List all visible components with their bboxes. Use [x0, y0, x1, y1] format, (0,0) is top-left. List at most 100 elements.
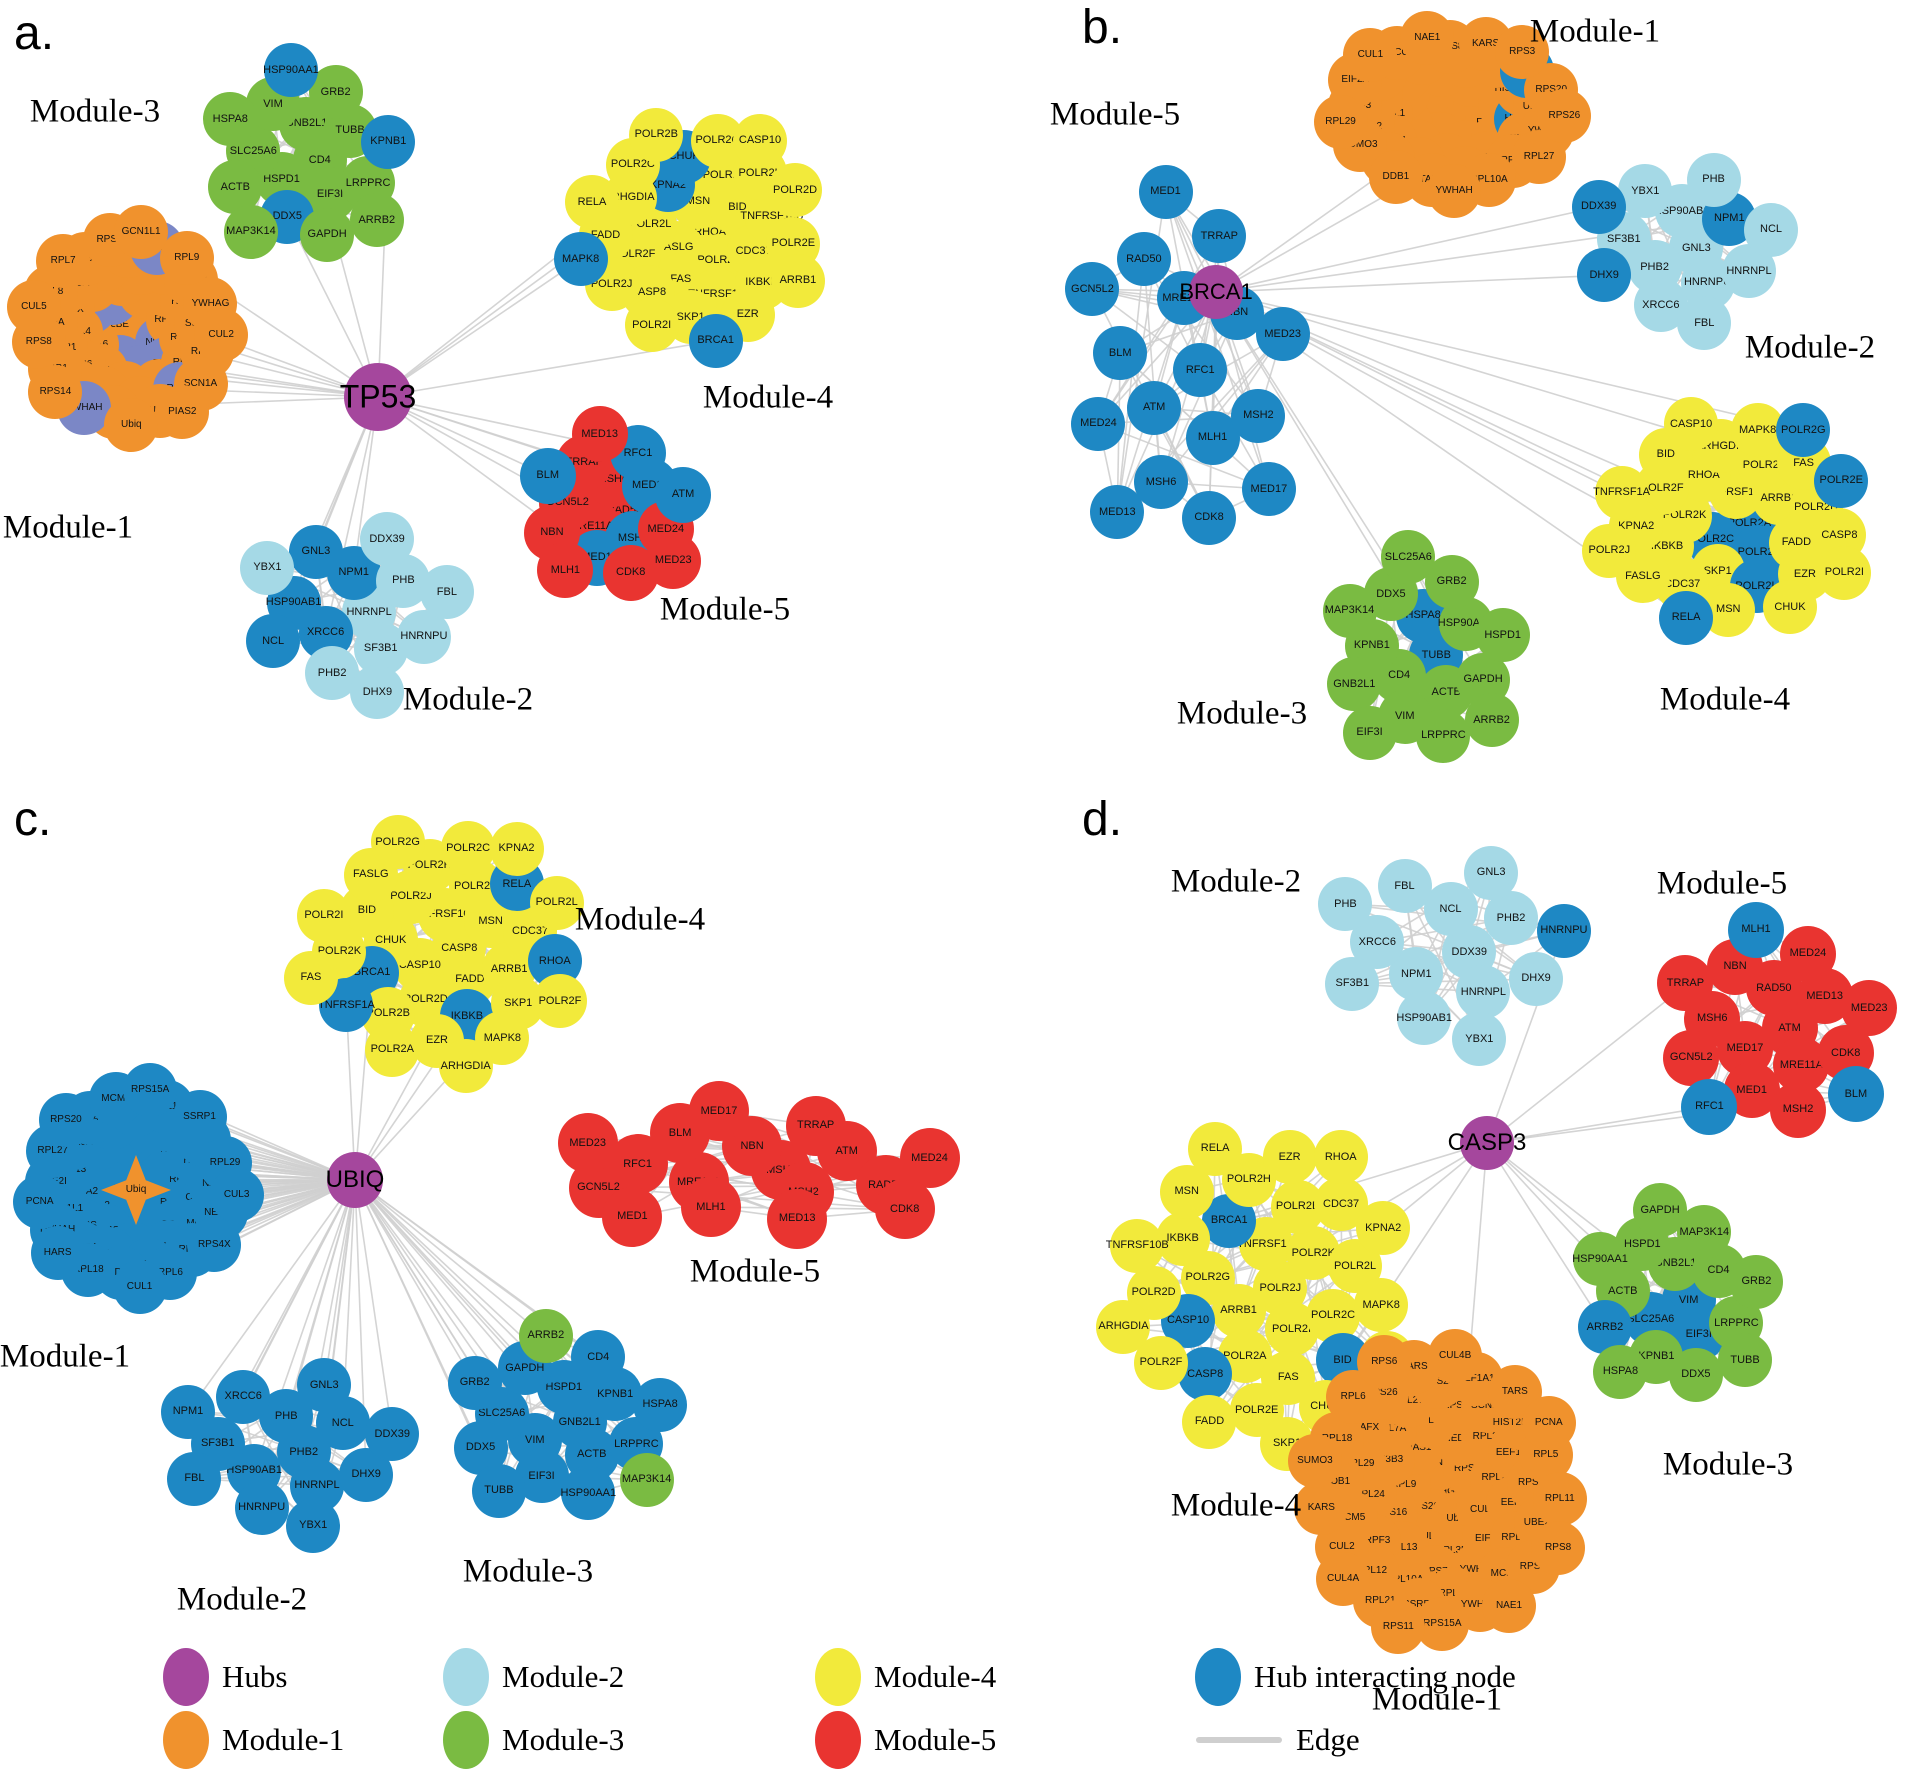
- hub-node-brca1: [1189, 265, 1243, 319]
- node-label: BLM: [536, 469, 559, 482]
- node-label: MED23: [569, 1136, 607, 1149]
- module-label-module-1: Module-1: [1371, 1681, 1503, 1718]
- node-label: DDX5: [465, 1441, 496, 1454]
- hub-interacting-legend-label: Hub interacting node: [1254, 1659, 1516, 1694]
- network-node: MLH1: [680, 1177, 741, 1238]
- network-node: MLH1: [1728, 901, 1784, 958]
- node-label: KPNB1: [597, 1387, 634, 1400]
- node-label: MSN: [1716, 603, 1741, 616]
- node-label: RPL29: [209, 1157, 241, 1169]
- node-label: LRPPRC: [345, 176, 391, 189]
- node-label: HNRNPL: [294, 1479, 340, 1492]
- network-node: MED1: [602, 1186, 663, 1247]
- module-label-module-4: Module-4: [1659, 681, 1791, 718]
- node-label: HSP90AB1: [1396, 1011, 1453, 1024]
- module-label-module-3: Module-3: [1176, 695, 1308, 732]
- node-label: FASLG: [1625, 569, 1661, 582]
- node-label: TUBB: [1421, 648, 1451, 661]
- node-label: GCN1L1: [121, 226, 161, 238]
- network-node: KPNA2: [489, 821, 544, 876]
- network-node: DHX9: [1509, 951, 1564, 1006]
- node-label: HSP90AB1: [226, 1464, 283, 1477]
- network-node: HSP90AA1: [263, 43, 319, 98]
- network-node: MED23: [1841, 980, 1898, 1037]
- network-node: NCL: [246, 614, 301, 669]
- node-label: CASP10: [1166, 1314, 1210, 1327]
- network-node: GRB2: [447, 1355, 502, 1410]
- node-label: POLR2F: [538, 994, 582, 1007]
- module3-legend-label: Module-3: [502, 1722, 625, 1757]
- module-label-module-4: Module-4: [574, 901, 706, 938]
- node-label: DHX9: [362, 685, 393, 698]
- node-label: CASP10: [738, 134, 782, 147]
- node-label: RHOA: [538, 954, 571, 967]
- node-label: PHB2: [317, 666, 347, 679]
- network-node: YBX1: [240, 540, 295, 595]
- node-label: XRCC6: [306, 626, 345, 639]
- network-node: RELA: [564, 175, 619, 230]
- node-label: POLR2D: [773, 183, 818, 196]
- node-label: MED13: [581, 427, 619, 440]
- node-label: EZR: [736, 308, 759, 321]
- node-label: RPL27: [1523, 150, 1555, 162]
- network-node: FADD: [1182, 1394, 1237, 1449]
- node-label: YBX1: [1631, 184, 1660, 197]
- network-node: ATM: [1127, 380, 1182, 435]
- node-label: FAS: [1793, 456, 1814, 469]
- network-node: MAP3K14: [1322, 583, 1377, 638]
- node-label: MRE11A: [1779, 1058, 1824, 1071]
- network-node: YWHAH: [1427, 164, 1482, 219]
- network-node: MAP3K14: [619, 1452, 674, 1507]
- node-label: GNL3: [309, 1378, 339, 1391]
- network-node: BLM: [519, 447, 576, 504]
- network-node: EZR: [1262, 1130, 1317, 1185]
- network-node: RPL29: [1313, 94, 1368, 149]
- node-label: RPS6: [1371, 1355, 1398, 1367]
- network-node: HNRNPU: [234, 1480, 289, 1535]
- node-label: KPNA2: [1365, 1221, 1402, 1234]
- node-label: PCNA: [1534, 1416, 1563, 1428]
- network-node: GNL3: [1464, 845, 1519, 900]
- node-label: MED17: [1726, 1042, 1764, 1055]
- node-label: RFC1: [1185, 363, 1215, 376]
- node-label: EZR: [1793, 567, 1816, 580]
- node-label: NCL: [331, 1416, 354, 1429]
- node-label: GNB2L1: [558, 1415, 601, 1428]
- node-label: RPL9: [174, 252, 200, 264]
- node-label: DHX9: [351, 1468, 381, 1481]
- node-label: DDB1: [1382, 171, 1410, 183]
- node-label: POLR2B: [1275, 1200, 1320, 1213]
- network-node: DDX39: [1571, 179, 1626, 234]
- node-label: MSH2: [1782, 1103, 1814, 1116]
- network-node: MAPK8: [1354, 1278, 1409, 1333]
- node-label: POLR2G: [375, 835, 420, 848]
- node-label: HNRNPL: [1726, 264, 1772, 277]
- node-label: RPL29: [1325, 115, 1356, 127]
- node-label: GAPDH: [1640, 1203, 1680, 1216]
- network-node: PCNA: [1521, 1395, 1576, 1450]
- node-label: MED24: [1080, 417, 1117, 430]
- network-node: MED17: [1241, 462, 1296, 517]
- node-label: RFC1: [623, 446, 653, 459]
- node-label: POLR2F: [1139, 1356, 1183, 1369]
- node-label: YBX1: [1465, 1032, 1494, 1045]
- node-label: HSPA8: [212, 112, 248, 125]
- module2-legend-label: Module-2: [502, 1659, 625, 1694]
- network-node: RFC1: [1173, 343, 1228, 397]
- node-label: MLH1: [696, 1200, 726, 1213]
- node-label: ATM: [671, 488, 695, 501]
- node-label: ATM: [1142, 401, 1166, 414]
- node-label: RPL11: [1544, 1492, 1575, 1504]
- node-label: MED24: [1789, 947, 1827, 960]
- node-label: RELA: [577, 195, 607, 208]
- node-label: MAPK8: [483, 1031, 522, 1044]
- network-node: ARRB2: [349, 193, 404, 248]
- network-node: POLR2J: [1582, 523, 1637, 578]
- node-label: TNFRSF10B: [1105, 1239, 1169, 1252]
- node-label: RPL27: [37, 1145, 68, 1157]
- node-label: CASP10: [1670, 417, 1713, 430]
- network-node: CDK8: [1182, 490, 1237, 545]
- node-label: MED23: [1850, 1001, 1888, 1014]
- node-label: ARRB1: [1220, 1304, 1257, 1317]
- node-label: RPS8: [1545, 1542, 1572, 1554]
